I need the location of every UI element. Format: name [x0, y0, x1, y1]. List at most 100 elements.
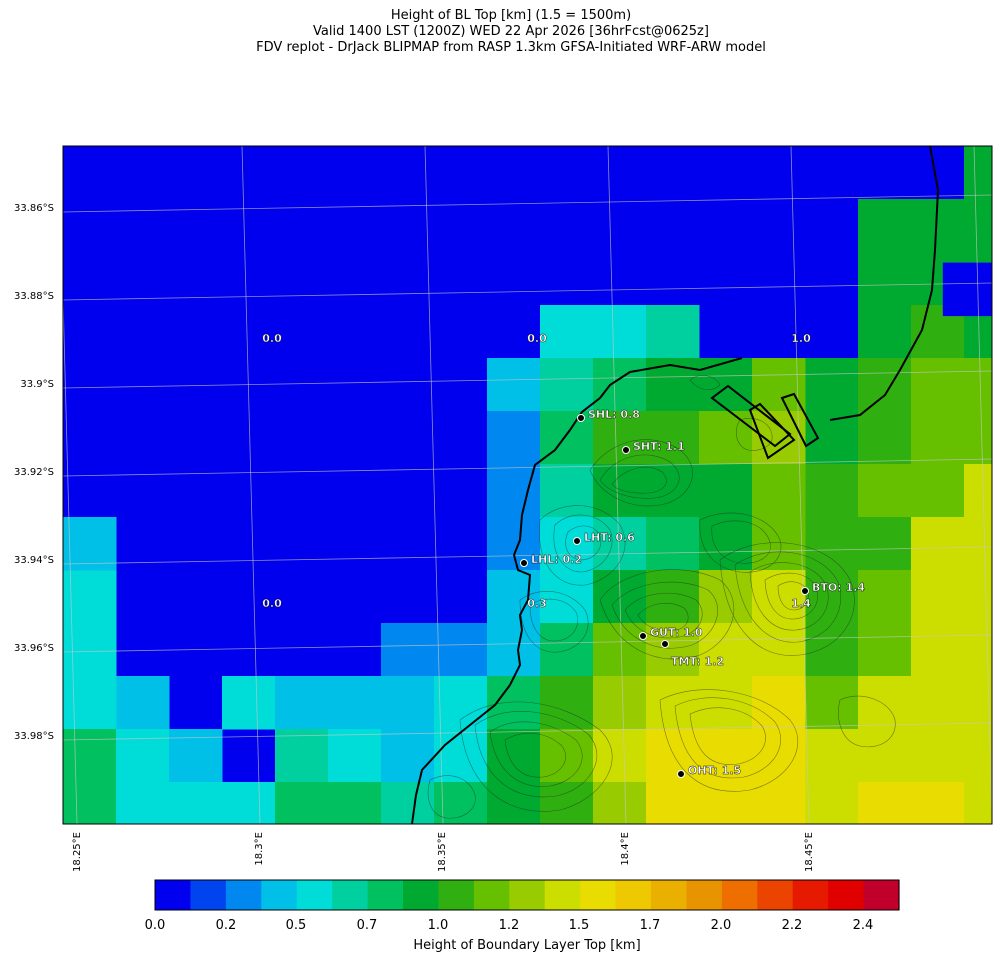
- colorbar-swatch: [792, 880, 829, 910]
- site-marker-dot: [573, 537, 581, 545]
- bl-grid-cell: [911, 729, 965, 783]
- bl-grid-cell: [116, 729, 170, 783]
- colorbar-tick-label: 1.5: [569, 918, 590, 933]
- colorbar-swatch: [757, 880, 794, 910]
- bl-grid-cell: [699, 358, 753, 412]
- bl-grid-cell: [805, 623, 859, 677]
- bl-grid-cell: [646, 729, 700, 783]
- bl-grid-cell: [275, 782, 329, 824]
- latitude-gridline: [63, 458, 992, 477]
- bl-grid-cell: [222, 782, 276, 824]
- bl-grid-cell: [116, 676, 170, 730]
- bl-grid-cell: [593, 676, 647, 730]
- colorbar-swatch: [367, 880, 404, 910]
- bl-grid-cell: [964, 835, 1001, 889]
- site-marker-dot: [661, 640, 669, 648]
- bl-grid-cell: [911, 782, 965, 824]
- colorbar-swatch: [651, 880, 688, 910]
- bl-grid-cell: [858, 252, 912, 306]
- graticule: [63, 146, 992, 824]
- bl-grid-cell: [381, 676, 435, 730]
- site-markers: SHL: 0.8 SHT: 1.1 LHT: 0.6 LHL: 0.2 BTO:…: [520, 408, 865, 778]
- title-line-1: Height of BL Top [km] (1.5 = 1500m): [390, 8, 632, 23]
- bl-grid-cell: [752, 623, 806, 677]
- plot-frame: [62, 145, 993, 825]
- site-label: OHT: 1.5: [688, 764, 741, 777]
- bl-grid-cells: [63, 146, 1001, 889]
- bl-grid-cell: [381, 782, 435, 824]
- title-block: Height of BL Top [km] (1.5 = 1500m) Vali…: [0, 8, 1001, 56]
- bl-grid-cell: [540, 729, 594, 783]
- site-label: LHL: 0.2: [531, 553, 582, 566]
- bl-grid-cell: [805, 729, 859, 783]
- bl-grid-cell: [63, 676, 117, 730]
- bl-grid-cell: [593, 305, 647, 359]
- lon-tick-label: 18.4°E: [620, 832, 631, 866]
- bl-grid-cell: [858, 517, 912, 571]
- bl-grid-cell: [964, 676, 992, 730]
- colorbar-swatch: [155, 880, 192, 910]
- bl-grid-cell: [540, 782, 594, 824]
- bl-grid-cell: [699, 411, 753, 465]
- bl-grid-cell: [752, 782, 806, 824]
- longitude-gridline: [63, 281, 78, 824]
- grid-value: 1.4: [791, 597, 811, 610]
- bl-grid-cell: [699, 517, 753, 571]
- bl-grid-cell: [593, 729, 647, 783]
- site-marker-dot: [622, 446, 630, 454]
- site-marker-dot: [801, 587, 809, 595]
- latitude-gridline: [63, 194, 992, 213]
- bl-grid-cell: [964, 146, 992, 200]
- lat-tick-label: 33.92°S: [14, 467, 54, 478]
- bl-grid-cell: [487, 623, 541, 677]
- lat-tick-label: 33.96°S: [14, 643, 54, 654]
- colorbar-tick-label: 1.0: [428, 918, 449, 933]
- bl-grid-cell: [222, 676, 276, 730]
- bl-grid-cell: [540, 464, 594, 518]
- bl-grid-cell: [593, 464, 647, 518]
- bl-grid-cell: [911, 623, 965, 677]
- grid-value: 0.0: [262, 332, 282, 345]
- lat-tick-label: 33.88°S: [14, 291, 54, 302]
- terrain-contours: [427, 375, 896, 819]
- latitude-axis: 33.86°S 33.88°S 33.9°S 33.92°S 33.94°S 3…: [14, 203, 54, 742]
- bl-grid-cell: [858, 305, 912, 359]
- grid-value: 0.0: [262, 597, 282, 610]
- bl-grid-cell: [964, 517, 992, 571]
- site-label: GUT: 1.0: [650, 626, 703, 639]
- longitude-gridline: [607, 146, 627, 824]
- longitude-gridline: [973, 146, 992, 824]
- bl-grid-cell: [858, 623, 912, 677]
- latitude-gridline: [63, 546, 992, 565]
- colorbar-ticks: 0.0 0.2 0.5 0.7 1.0 1.2 1.5 1.7 2.0 2.2 …: [145, 918, 874, 933]
- colorbar: 0.0 0.2 0.5 0.7 1.0 1.2 1.5 1.7 2.0 2.2 …: [145, 879, 900, 953]
- lon-tick-label: 18.35°E: [437, 832, 448, 872]
- bl-grid-cell: [805, 570, 859, 624]
- bl-grid-cell: [752, 464, 806, 518]
- bl-grid-cell: [858, 464, 912, 518]
- colorbar-tick-label: 2.4: [853, 918, 874, 933]
- colorbar-swatch: [580, 880, 617, 910]
- map-area: [63, 146, 1001, 889]
- colorbar-swatch: [509, 880, 546, 910]
- bl-grid-cell: [805, 464, 859, 518]
- bl-grid-cell: [911, 464, 965, 518]
- site-label: BTO: 1.4: [812, 581, 865, 594]
- bl-grid-cell: [646, 411, 700, 465]
- bl-grid-cell: [964, 411, 992, 465]
- colorbar-swatch: [190, 880, 227, 910]
- bl-grid-cell: [646, 570, 700, 624]
- bl-grid-cell: [434, 729, 488, 783]
- bl-grid-cell: [169, 782, 223, 824]
- bl-grid-cell: [434, 623, 488, 677]
- bl-grid-cell: [381, 623, 435, 677]
- bl-grid-cell: [911, 358, 965, 412]
- site-marker-dot: [677, 770, 685, 778]
- bl-grid-cell: [911, 570, 965, 624]
- bl-grid-cell: [275, 676, 329, 730]
- grid-value-annotations: 0.0 0.0 1.0 0.0 0.3 1.4: [262, 332, 811, 610]
- bl-grid-cell: [858, 676, 912, 730]
- bl-grid-cell: [858, 199, 912, 253]
- bl-grid-cell: [964, 199, 992, 253]
